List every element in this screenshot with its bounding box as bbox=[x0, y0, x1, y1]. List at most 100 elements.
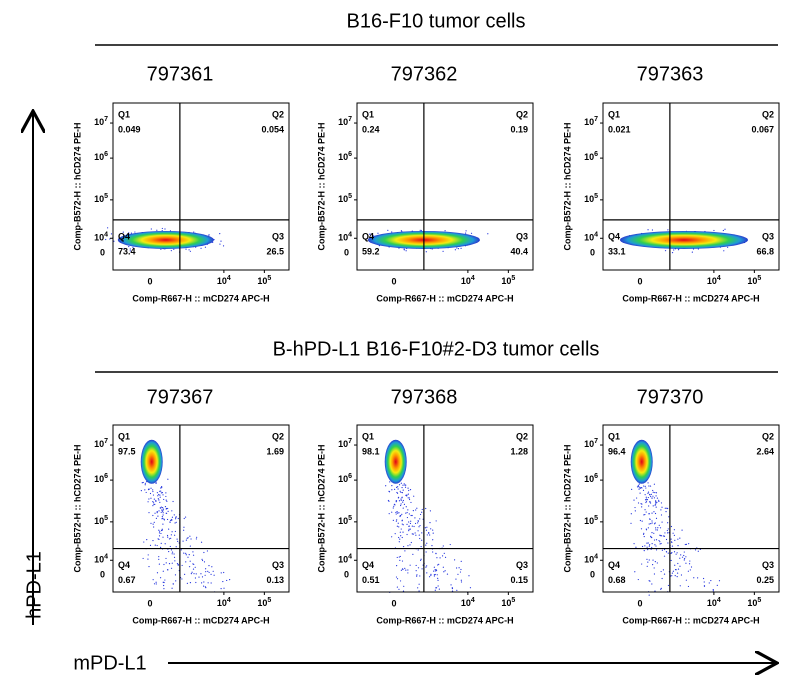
event-dot bbox=[650, 523, 652, 525]
event-dot bbox=[653, 567, 655, 569]
event-dot bbox=[660, 535, 663, 537]
event-dot bbox=[395, 511, 397, 514]
event-dot bbox=[419, 518, 421, 520]
event-dot bbox=[400, 569, 403, 571]
event-dot bbox=[162, 509, 164, 511]
event-dot bbox=[402, 489, 404, 491]
event-dot bbox=[419, 524, 421, 527]
event-dot bbox=[420, 229, 422, 232]
event-dot bbox=[177, 563, 179, 566]
event-dot bbox=[185, 248, 187, 250]
event-dot bbox=[690, 566, 693, 568]
event-dot bbox=[433, 574, 436, 576]
quadrant-name: Q1 bbox=[118, 109, 130, 119]
event-dot bbox=[433, 566, 435, 568]
event-dot bbox=[442, 545, 444, 547]
event-dot bbox=[644, 499, 647, 501]
event-dot bbox=[680, 574, 683, 576]
event-dot bbox=[653, 532, 655, 534]
event-dot bbox=[666, 532, 669, 534]
event-dot bbox=[395, 576, 398, 578]
event-dot bbox=[438, 588, 440, 590]
density-cloud bbox=[140, 439, 163, 484]
event-dot bbox=[648, 523, 650, 525]
event-dot bbox=[470, 232, 473, 234]
event-dot bbox=[456, 589, 458, 591]
tick-base: 10 bbox=[94, 117, 104, 127]
event-dot bbox=[155, 517, 158, 519]
event-dot bbox=[220, 588, 222, 590]
event-dot bbox=[426, 572, 428, 574]
event-dot bbox=[412, 533, 414, 535]
event-dot bbox=[142, 557, 144, 560]
event-dot bbox=[454, 249, 456, 251]
event-dot bbox=[460, 247, 462, 249]
event-dot bbox=[144, 482, 146, 484]
y-tick-label: 104 bbox=[94, 231, 108, 243]
event-dot bbox=[718, 580, 721, 582]
event-dot bbox=[162, 536, 164, 538]
event-dot bbox=[435, 569, 438, 572]
event-dot bbox=[173, 514, 175, 516]
event-dot bbox=[193, 231, 195, 233]
event-dot bbox=[164, 505, 167, 508]
event-dot bbox=[431, 545, 433, 547]
event-dot bbox=[420, 558, 422, 560]
y-tick-label: 107 bbox=[584, 116, 598, 128]
event-dot bbox=[630, 522, 632, 524]
quadrant-name: Q2 bbox=[272, 109, 284, 119]
event-dot bbox=[174, 574, 177, 576]
event-dot bbox=[637, 502, 640, 504]
event-dot bbox=[685, 562, 687, 564]
y-tick-label: 104 bbox=[94, 553, 108, 565]
event-dot bbox=[156, 492, 159, 494]
tick-base: 10 bbox=[257, 276, 267, 286]
event-dot bbox=[205, 571, 207, 573]
event-dot bbox=[438, 563, 440, 566]
event-dot bbox=[183, 526, 185, 528]
event-dot bbox=[681, 529, 683, 531]
y-axis-label: hPD-L1 bbox=[23, 551, 45, 619]
event-dot bbox=[655, 529, 657, 531]
event-dot bbox=[158, 538, 160, 541]
event-dot bbox=[162, 523, 164, 525]
event-dot bbox=[194, 577, 197, 579]
event-dot bbox=[664, 507, 666, 509]
event-dot bbox=[148, 512, 150, 514]
event-dot bbox=[677, 562, 679, 565]
event-dot bbox=[406, 533, 408, 536]
event-dot bbox=[675, 569, 677, 571]
y-tick-label: 105 bbox=[584, 515, 598, 527]
event-dot bbox=[401, 492, 403, 494]
tick-base: 10 bbox=[584, 555, 594, 565]
event-dot bbox=[129, 250, 131, 252]
tick-exp: 6 bbox=[348, 151, 352, 158]
plot-frame bbox=[356, 102, 534, 271]
event-dot bbox=[673, 534, 675, 536]
event-dot bbox=[420, 545, 422, 548]
event-dot bbox=[410, 520, 412, 522]
quadrant-name: Q3 bbox=[516, 560, 528, 570]
event-dot bbox=[417, 567, 420, 569]
event-dot bbox=[643, 535, 645, 538]
event-dot bbox=[441, 555, 444, 557]
quadrant-value: 1.28 bbox=[510, 446, 528, 456]
event-dot bbox=[652, 505, 654, 507]
event-dot bbox=[428, 532, 430, 534]
event-dot bbox=[110, 233, 113, 235]
event-dot bbox=[645, 511, 647, 513]
event-dot bbox=[391, 511, 393, 513]
event-dot bbox=[371, 235, 374, 237]
event-dot bbox=[641, 503, 643, 505]
event-dot bbox=[396, 578, 399, 580]
event-dot bbox=[377, 232, 379, 234]
event-dot bbox=[161, 528, 163, 530]
event-dot bbox=[170, 534, 172, 536]
event-dot bbox=[185, 554, 187, 556]
x-tick-label: 0 bbox=[147, 276, 152, 286]
event-dot bbox=[152, 490, 154, 493]
event-dot bbox=[644, 485, 646, 487]
density-cloud bbox=[630, 439, 653, 484]
tick-base: 10 bbox=[257, 598, 267, 608]
event-dot bbox=[153, 498, 155, 500]
